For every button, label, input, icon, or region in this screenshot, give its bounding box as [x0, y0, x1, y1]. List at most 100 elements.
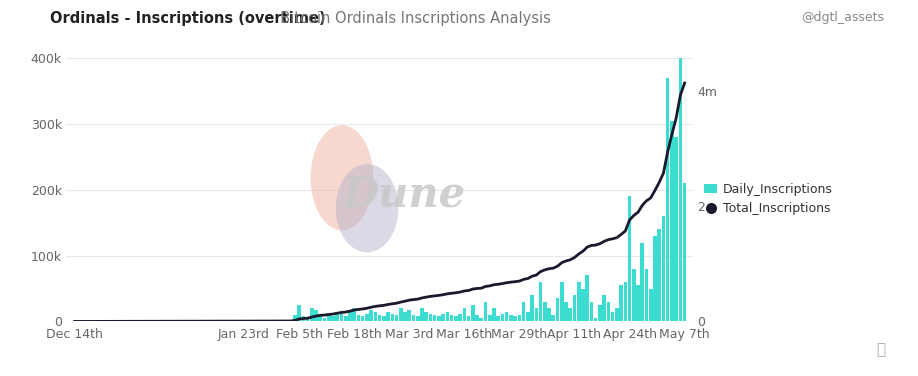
Bar: [615, 308, 619, 321]
Bar: [657, 229, 661, 321]
Bar: [636, 285, 640, 321]
Bar: [497, 316, 500, 321]
Bar: [458, 314, 462, 321]
Bar: [479, 318, 483, 321]
Bar: [547, 308, 551, 321]
Bar: [589, 302, 593, 321]
Bar: [340, 314, 343, 321]
Bar: [476, 315, 479, 321]
Legend: Daily_Inscriptions, Total_Inscriptions: Daily_Inscriptions, Total_Inscriptions: [700, 178, 838, 220]
Bar: [641, 243, 644, 321]
Ellipse shape: [336, 164, 398, 252]
Bar: [509, 315, 513, 321]
Bar: [356, 315, 360, 321]
Bar: [610, 312, 614, 321]
Bar: [466, 316, 470, 321]
Bar: [602, 295, 606, 321]
Bar: [649, 289, 653, 321]
Bar: [623, 282, 627, 321]
Bar: [390, 314, 394, 321]
Bar: [433, 315, 436, 321]
Bar: [675, 137, 678, 321]
Bar: [442, 314, 445, 321]
Bar: [310, 308, 314, 321]
Bar: [424, 312, 428, 321]
Bar: [386, 312, 390, 321]
Bar: [518, 315, 521, 321]
Bar: [543, 302, 546, 321]
Text: Bitcoin Ordinals Inscriptions Analysis: Bitcoin Ordinals Inscriptions Analysis: [271, 11, 551, 26]
Bar: [297, 305, 301, 321]
Bar: [492, 308, 496, 321]
Bar: [416, 316, 420, 321]
Bar: [526, 312, 530, 321]
Bar: [552, 315, 555, 321]
Bar: [463, 308, 466, 321]
Bar: [666, 78, 669, 321]
Bar: [521, 302, 525, 321]
Bar: [513, 316, 517, 321]
Bar: [378, 315, 381, 321]
Bar: [594, 318, 598, 321]
Bar: [500, 314, 504, 321]
Bar: [429, 314, 432, 321]
Bar: [327, 315, 330, 321]
Bar: [399, 308, 403, 321]
Bar: [678, 58, 682, 321]
Text: Dune: Dune: [343, 173, 466, 215]
Bar: [607, 302, 610, 321]
Bar: [632, 269, 635, 321]
Bar: [599, 305, 601, 321]
Bar: [293, 315, 297, 321]
Bar: [555, 299, 559, 321]
Text: ⏱: ⏱: [877, 342, 886, 357]
Bar: [365, 314, 369, 321]
Bar: [628, 196, 632, 321]
Bar: [662, 216, 666, 321]
Bar: [445, 312, 449, 321]
Bar: [644, 269, 648, 321]
Bar: [620, 285, 623, 321]
Bar: [411, 315, 415, 321]
Bar: [565, 302, 568, 321]
Bar: [382, 316, 386, 321]
Bar: [369, 310, 373, 321]
Bar: [335, 312, 339, 321]
Bar: [534, 308, 538, 321]
Bar: [586, 275, 589, 321]
Bar: [539, 282, 543, 321]
Bar: [505, 312, 509, 321]
Bar: [408, 310, 411, 321]
Bar: [568, 308, 572, 321]
Bar: [484, 302, 487, 321]
Bar: [374, 312, 377, 321]
Bar: [420, 308, 424, 321]
Bar: [319, 314, 322, 321]
Text: @dgtl_assets: @dgtl_assets: [801, 11, 884, 24]
Bar: [301, 316, 305, 321]
Bar: [454, 316, 458, 321]
Bar: [331, 316, 335, 321]
Bar: [581, 289, 585, 321]
Bar: [323, 318, 326, 321]
Bar: [573, 295, 577, 321]
Bar: [471, 305, 475, 321]
Bar: [314, 310, 318, 321]
Bar: [348, 312, 352, 321]
Bar: [403, 312, 407, 321]
Bar: [344, 316, 348, 321]
Text: Ordinals - Inscriptions (overtime): Ordinals - Inscriptions (overtime): [50, 11, 326, 26]
Bar: [437, 316, 441, 321]
Bar: [670, 121, 674, 321]
Bar: [488, 315, 491, 321]
Bar: [683, 183, 687, 321]
Bar: [654, 236, 656, 321]
Bar: [577, 282, 580, 321]
Bar: [361, 316, 364, 321]
Bar: [395, 315, 398, 321]
Bar: [306, 318, 309, 321]
Ellipse shape: [310, 125, 374, 230]
Bar: [560, 282, 564, 321]
Bar: [450, 315, 453, 321]
Bar: [531, 295, 534, 321]
